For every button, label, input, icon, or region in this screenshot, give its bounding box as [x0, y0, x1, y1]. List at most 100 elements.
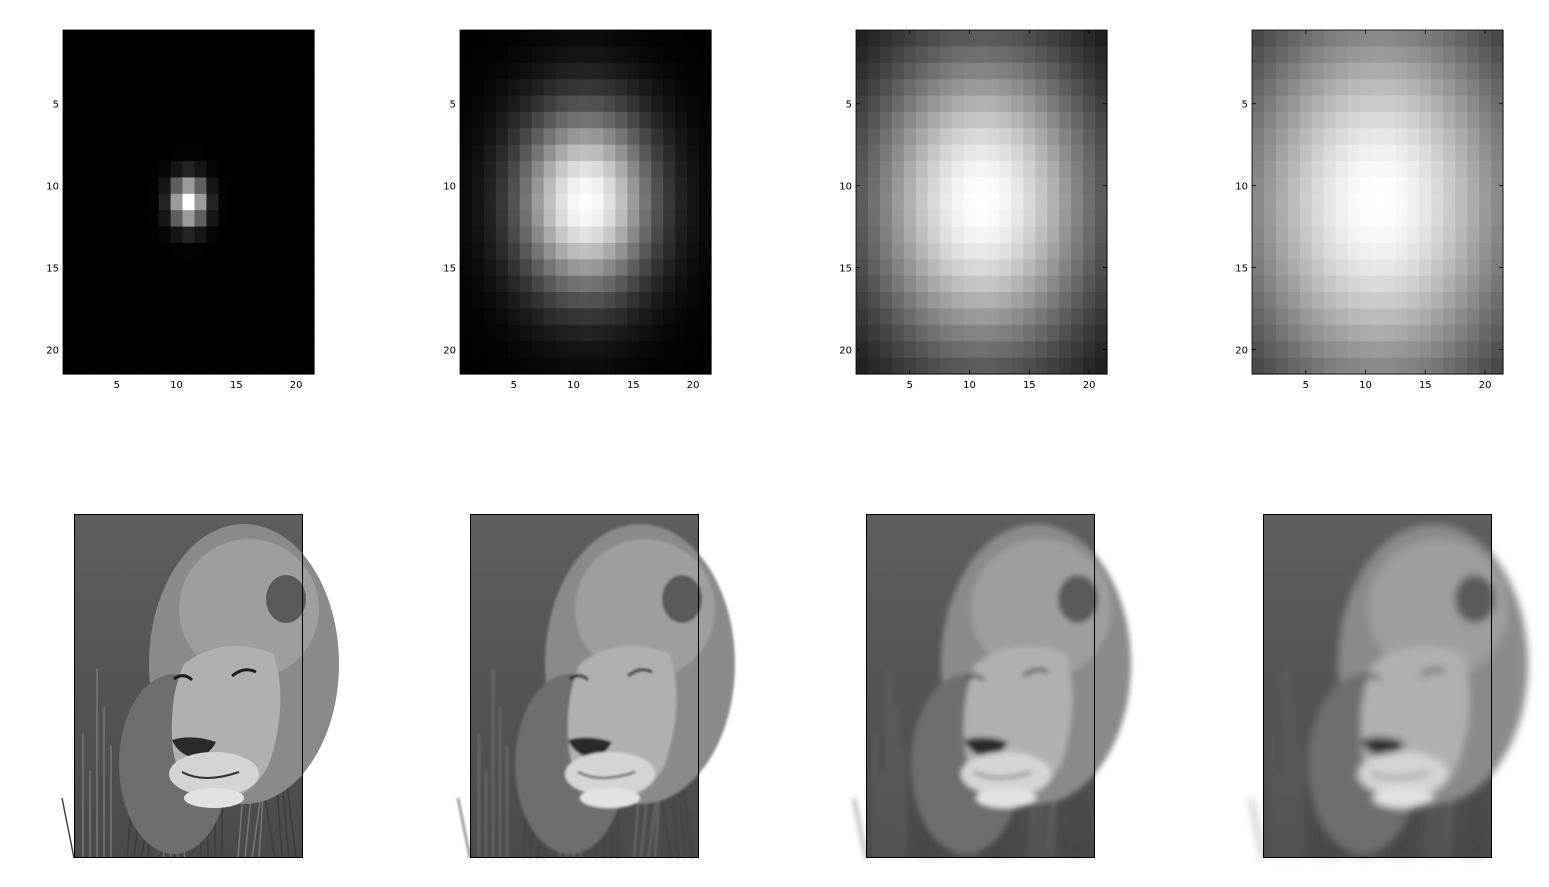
- heatmap-cell: [567, 357, 581, 375]
- heatmap-cell: [460, 128, 473, 146]
- heatmap-cell: [98, 193, 112, 211]
- heatmap-cell: [891, 308, 905, 326]
- heatmap-cell: [278, 95, 291, 113]
- heatmap-cell: [1059, 62, 1072, 80]
- y-tick-label: 5: [53, 100, 59, 111]
- heatmap-cell: [242, 308, 255, 326]
- heatmap-cell: [1359, 79, 1373, 97]
- heatmap-cell: [1419, 242, 1432, 260]
- heatmap-cell: [1431, 242, 1444, 260]
- heatmap-cell: [915, 30, 929, 47]
- heatmap-cell: [1491, 226, 1504, 244]
- heatmap-cell: [675, 46, 688, 64]
- heatmap-cell: [1347, 324, 1361, 342]
- heatmap-cell: [603, 62, 616, 80]
- heatmap-cell: [1059, 324, 1072, 342]
- heatmap-cell: [1419, 79, 1432, 97]
- y-tick-label: 20: [443, 345, 456, 356]
- heatmap-cell: [975, 357, 989, 375]
- heatmap-cell: [999, 128, 1012, 146]
- heatmap-cell: [218, 177, 231, 195]
- heatmap-cell: [531, 341, 545, 359]
- heatmap-cell: [651, 46, 664, 64]
- heatmap-cell: [230, 128, 243, 146]
- heatmap-cell: [194, 210, 208, 228]
- heatmap-cell: [1059, 161, 1072, 179]
- heatmap-cell: [110, 30, 124, 47]
- heatmap-cell: [1011, 324, 1024, 342]
- heatmap-cell: [1311, 226, 1325, 244]
- heatmap-cell: [555, 341, 569, 359]
- heatmap-cell: [254, 341, 267, 359]
- heatmap-cell: [507, 242, 521, 260]
- heatmap-cell: [579, 46, 593, 64]
- heatmap-cell: [963, 144, 977, 162]
- heatmap-cell: [146, 62, 160, 80]
- heatmap-cell: [1395, 79, 1408, 97]
- heatmap-cell: [1431, 324, 1444, 342]
- heatmap-cell: [63, 242, 76, 260]
- heatmap-cell: [86, 79, 100, 97]
- heatmap-cell: [1467, 161, 1480, 179]
- heatmap-cell: [1431, 341, 1444, 359]
- heatmap-cell: [555, 161, 569, 179]
- heatmap-cell: [891, 161, 905, 179]
- heatmap-cell: [1407, 324, 1420, 342]
- heatmap-cell: [1011, 46, 1024, 64]
- heatmap-cell: [891, 357, 905, 375]
- heatmap-cell: [471, 210, 485, 228]
- heatmap-cell: [1347, 210, 1361, 228]
- heatmap-cell: [927, 62, 941, 80]
- heatmap-cell: [1491, 193, 1504, 211]
- heatmap-cell: [879, 357, 893, 375]
- heatmap-cell: [471, 111, 485, 129]
- heatmap-cell: [615, 259, 628, 277]
- lion-eye-left: [965, 674, 986, 682]
- heatmap-cell: [1095, 242, 1108, 260]
- heatmap-cell: [1299, 62, 1313, 80]
- heatmap-cell: [134, 95, 148, 113]
- heatmap-cell: [302, 111, 315, 129]
- heatmap-cell: [1071, 46, 1084, 64]
- heatmap-cell: [1443, 161, 1456, 179]
- heatmap-cell: [663, 210, 676, 228]
- heatmap-cell: [290, 226, 303, 244]
- heatmap-cell: [98, 242, 112, 260]
- heatmap-cell: [699, 242, 712, 260]
- heatmap-cell: [1011, 308, 1024, 326]
- heatmap-cell: [519, 275, 533, 293]
- heatmap-cell: [1275, 111, 1289, 129]
- heatmap-cell: [1407, 128, 1420, 146]
- heatmap-cell: [1467, 30, 1480, 47]
- heatmap-cell: [867, 161, 881, 179]
- heatmap-cell: [1023, 111, 1036, 129]
- heatmap-cell: [615, 177, 628, 195]
- heatmap-cell: [1299, 275, 1313, 293]
- heatmap-cell: [158, 177, 172, 195]
- heatmap-cell: [1455, 357, 1468, 375]
- heatmap-cell: [1071, 111, 1084, 129]
- heatmap-cell: [856, 161, 869, 179]
- heatmap-cell: [687, 111, 700, 129]
- heatmap-cell: [278, 111, 291, 129]
- heatmap-cell: [1263, 30, 1277, 47]
- heatmap-cell: [122, 62, 136, 80]
- heatmap-cell: [531, 46, 545, 64]
- heatmap-cell: [1047, 79, 1060, 97]
- heatmap-cell: [951, 210, 965, 228]
- heatmap-cell: [206, 128, 219, 146]
- x-tick-label: 15: [230, 380, 243, 391]
- heatmap-cell: [1287, 62, 1301, 80]
- heatmap-cell: [1011, 30, 1024, 47]
- heatmap-cell: [663, 177, 676, 195]
- heatmap-cell: [879, 242, 893, 260]
- heatmap-cell: [1252, 62, 1265, 80]
- heatmap-cell: [1311, 324, 1325, 342]
- heatmap-cell: [1335, 210, 1349, 228]
- heatmap-cell: [1083, 95, 1096, 113]
- heatmap-cell: [1263, 193, 1277, 211]
- heatmap-cell: [903, 259, 917, 277]
- heatmap-cell: [1299, 177, 1313, 195]
- heatmap-cell: [1419, 193, 1432, 211]
- heatmap-cell: [206, 30, 219, 47]
